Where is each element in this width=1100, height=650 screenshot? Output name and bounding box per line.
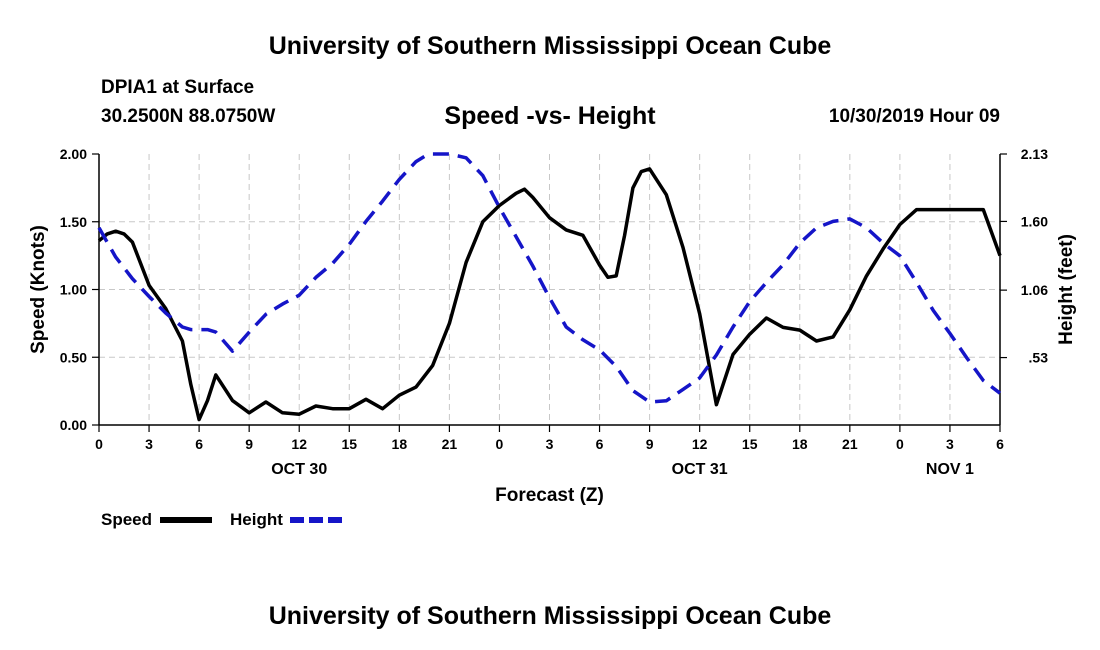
height-series-line xyxy=(97,152,1002,404)
y-tick-label: 1.00 xyxy=(60,282,87,298)
x-tick-label: 0 xyxy=(896,436,904,452)
y2-tick-label: 1.06 xyxy=(1021,282,1048,298)
page-title: University of Southern Mississippi Ocean… xyxy=(268,32,832,60)
y2-tick-label: .53 xyxy=(1029,350,1049,366)
x-tick-label: 18 xyxy=(392,436,408,452)
chart-title: Speed -vs- Height xyxy=(444,102,656,130)
x-tick-label: 3 xyxy=(145,436,153,452)
forecast-datetime: 10/30/2019 Hour 09 xyxy=(828,106,1000,127)
y-tick-label: 2.00 xyxy=(60,146,87,162)
y-axis-title: Speed (Knots) xyxy=(28,225,49,354)
speed-series-line xyxy=(97,167,1002,422)
x-tick-label: 18 xyxy=(792,436,808,452)
x-axis-title: Forecast (Z) xyxy=(495,485,604,506)
y-tick-label: 0.50 xyxy=(60,349,87,365)
date-label: OCT 31 xyxy=(672,461,728,478)
y-tick-label: 1.50 xyxy=(60,214,87,230)
y-tick-label: 0.00 xyxy=(60,417,87,433)
x-tick-label: 0 xyxy=(496,436,504,452)
x-tick-label: 21 xyxy=(842,436,858,452)
x-tick-label: 9 xyxy=(245,436,253,452)
date-label: NOV 1 xyxy=(926,461,974,478)
x-tick-label: 12 xyxy=(692,436,708,452)
station-label: DPIA1 at Surface xyxy=(101,77,255,98)
footer-title: University of Southern Mississippi Ocean… xyxy=(268,602,832,630)
x-tick-label: 9 xyxy=(646,436,654,452)
x-tick-label: 6 xyxy=(996,436,1004,452)
x-tick-label: 6 xyxy=(596,436,604,452)
x-tick-label: 12 xyxy=(291,436,307,452)
x-tick-label: 0 xyxy=(95,436,103,452)
x-tick-label: 6 xyxy=(195,436,203,452)
legend-label-height: Height xyxy=(230,510,283,529)
legend-label-speed: Speed xyxy=(101,510,152,529)
y2-tick-label: 1.60 xyxy=(1021,213,1048,229)
x-tick-label: 15 xyxy=(742,436,758,452)
x-tick-label: 21 xyxy=(442,436,458,452)
x-tick-label: 15 xyxy=(341,436,357,452)
x-tick-label: 3 xyxy=(946,436,954,452)
x-tick-label: 3 xyxy=(546,436,554,452)
coordinates-label: 30.2500N 88.0750W xyxy=(101,106,276,127)
date-label: OCT 30 xyxy=(271,461,327,478)
y2-tick-label: 2.13 xyxy=(1021,146,1048,162)
y2-axis-title: Height (feet) xyxy=(1056,234,1077,345)
